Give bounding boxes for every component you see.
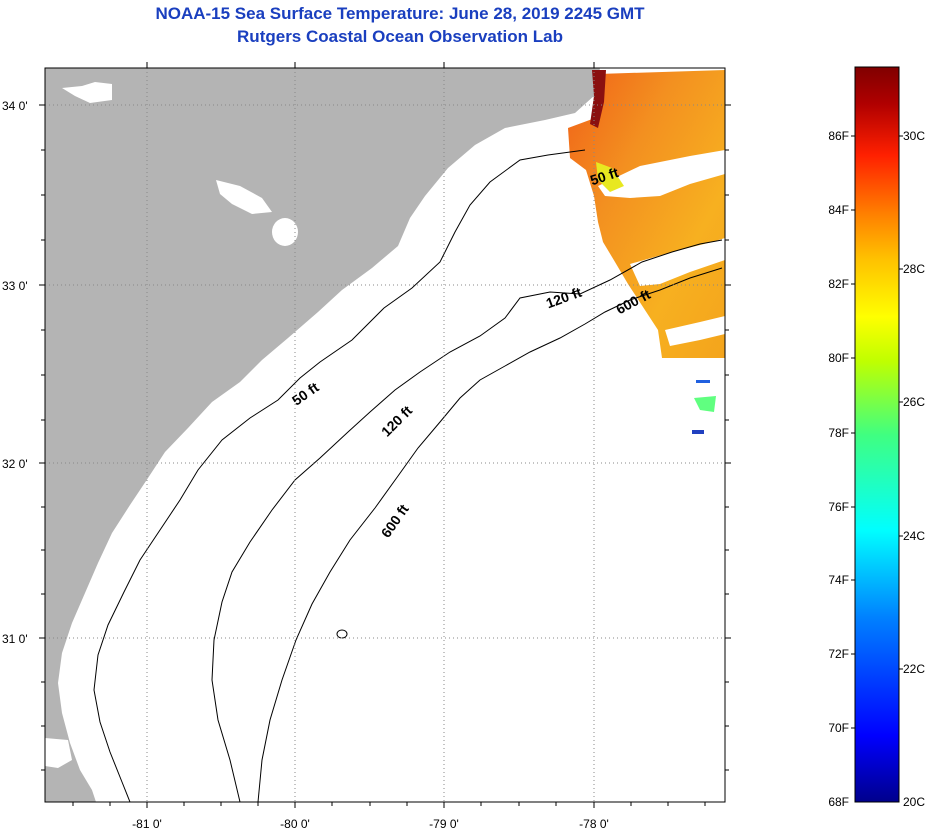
lon-label: -79 0' [429, 817, 459, 831]
sst-pixel-patch [696, 380, 710, 383]
cloud-gap [665, 316, 725, 346]
lat-label: 33 0' [2, 279, 28, 293]
colorbar-c-label: 28C [903, 262, 925, 276]
contour-600ft [257, 267, 723, 802]
sst-pixel-patch [692, 430, 704, 434]
cloud-gap [630, 238, 725, 286]
lat-label: 31 0' [2, 632, 28, 646]
map-subtitle: Rutgers Coastal Ocean Observation Lab [237, 27, 563, 46]
colorbar-f-label: 84F [828, 203, 849, 217]
map-frame [44, 67, 726, 803]
colorbar-f-label: 68F [828, 795, 849, 809]
contour-50ft [93, 149, 586, 802]
land-nodata-patch [216, 180, 272, 214]
cloud-gap [598, 150, 725, 198]
colorbar-ticks [851, 135, 903, 729]
lon-label: -81 0' [132, 817, 162, 831]
sst-swath [568, 70, 725, 358]
contour-120ft [211, 239, 723, 802]
colorbar-c-label: 22C [903, 662, 925, 676]
colorbar-c-label: 24C [903, 529, 925, 543]
graticule [45, 68, 725, 802]
colorbar-f-label: 74F [828, 573, 849, 587]
lon-label: -78 0' [579, 817, 609, 831]
colorbar-f-label: 86F [828, 129, 849, 143]
lat-label: 34 0' [2, 99, 28, 113]
land-nodata-patch [62, 82, 112, 103]
colorbar-c-label: 20C [903, 795, 925, 809]
colorbar-f-label: 78F [828, 426, 849, 440]
lon-label: -80 0' [280, 817, 310, 831]
colorbar-gradient [854, 66, 900, 803]
land-nodata-patch [45, 738, 72, 768]
map-title: NOAA-15 Sea Surface Temperature: June 28… [155, 4, 645, 23]
colorbar-f-label: 70F [828, 721, 849, 735]
land-mass [45, 68, 600, 802]
colorbar-c-label: 30C [903, 129, 925, 143]
colorbar-f-label: 82F [828, 277, 849, 291]
lat-label: 32 0' [2, 457, 28, 471]
colorbar-f-label: 72F [828, 647, 849, 661]
land-nodata-patch [272, 218, 298, 246]
colorbar-f-label: 80F [828, 351, 849, 365]
colorbar-f-label: 76F [828, 500, 849, 514]
cool-patch [596, 162, 624, 192]
colorbar-c-label: 26C [903, 395, 925, 409]
sst-pixel-patch [694, 396, 716, 412]
axis-ticks [39, 62, 731, 808]
